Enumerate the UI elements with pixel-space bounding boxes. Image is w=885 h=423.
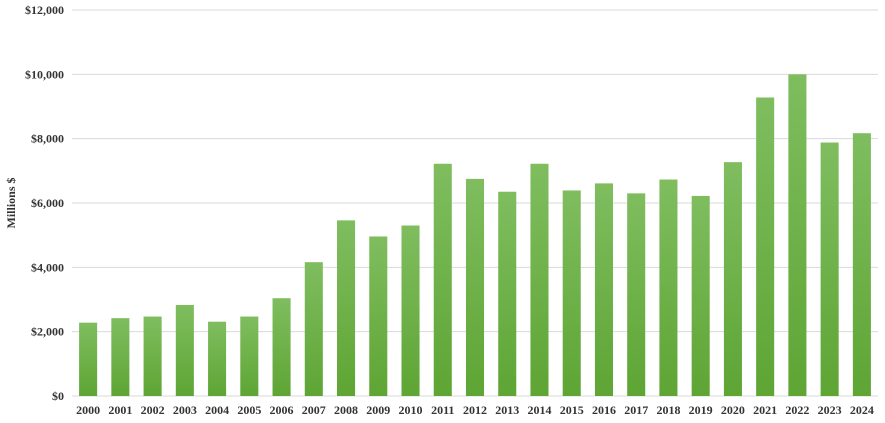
x-tick-label: 2008 <box>334 403 358 417</box>
bar-2007 <box>304 262 323 396</box>
bars <box>79 74 871 396</box>
bar-2017 <box>627 193 646 396</box>
x-tick-label: 2017 <box>624 403 648 417</box>
bar-2005 <box>240 316 259 396</box>
bar-2020 <box>723 162 742 396</box>
x-tick-label: 2009 <box>366 403 390 417</box>
bar-2002 <box>143 316 162 396</box>
y-tick-label: $10,000 <box>25 67 64 81</box>
bar-2019 <box>691 195 710 396</box>
x-tick-label: 2023 <box>818 403 842 417</box>
bar-2008 <box>337 220 356 396</box>
x-tick-label: 2018 <box>656 403 680 417</box>
bar-2016 <box>594 183 613 396</box>
bar-2001 <box>111 318 130 396</box>
x-tick-label: 2005 <box>237 403 261 417</box>
x-tick-label: 2006 <box>270 403 294 417</box>
bar-2012 <box>465 178 485 396</box>
y-tick-label: $8,000 <box>31 132 64 146</box>
x-tick-label: 2016 <box>592 403 616 417</box>
x-tick-label: 2022 <box>785 403 809 417</box>
y-axis-label: Millions $ <box>4 177 18 228</box>
x-tick-label: 2003 <box>173 403 197 417</box>
x-tick-label: 2002 <box>141 403 165 417</box>
y-tick-label: $6,000 <box>31 196 64 210</box>
bar-2023 <box>820 142 839 396</box>
y-tick-label: $2,000 <box>31 325 64 339</box>
bar-2021 <box>756 97 775 396</box>
x-tick-label: 2024 <box>850 403 874 417</box>
bar-2003 <box>175 304 194 396</box>
x-tick-label: 2013 <box>495 403 519 417</box>
x-tick-label: 2001 <box>108 403 132 417</box>
x-tick-label: 2000 <box>76 403 100 417</box>
bar-2011 <box>433 163 452 396</box>
x-tick-label: 2007 <box>302 403 326 417</box>
y-tick-label: $12,000 <box>25 3 64 17</box>
bar-2022 <box>788 74 807 396</box>
x-tick-label: 2012 <box>463 403 487 417</box>
bar-2013 <box>498 191 517 396</box>
y-tick-label: $0 <box>52 389 64 403</box>
bar-2004 <box>208 321 227 396</box>
x-tick-label: 2021 <box>753 403 777 417</box>
bar-2018 <box>659 179 678 396</box>
x-tick-label: 2015 <box>560 403 584 417</box>
bar-2006 <box>272 298 291 396</box>
bar-2009 <box>369 236 388 396</box>
bar-2010 <box>401 225 420 396</box>
x-tick-label: 2011 <box>431 403 454 417</box>
x-tick-label: 2004 <box>205 403 229 417</box>
bar-2015 <box>562 190 581 396</box>
x-tick-label: 2019 <box>689 403 713 417</box>
x-tick-label: 2014 <box>527 403 551 417</box>
y-axis-ticks: $0 $2,000 $4,000 $6,000 $8,000 $10,000 $12,000 <box>25 3 64 403</box>
bar-2014 <box>530 163 549 396</box>
x-axis-ticks: 2000 2001 2002 2003 2004 2005 2006 2007 2008 2009… <box>76 403 874 417</box>
bar-2000 <box>79 322 98 396</box>
x-tick-label: 2020 <box>721 403 745 417</box>
x-tick-label: 2010 <box>399 403 423 417</box>
y-tick-label: $4,000 <box>31 260 64 274</box>
bar-2024 <box>852 133 871 396</box>
